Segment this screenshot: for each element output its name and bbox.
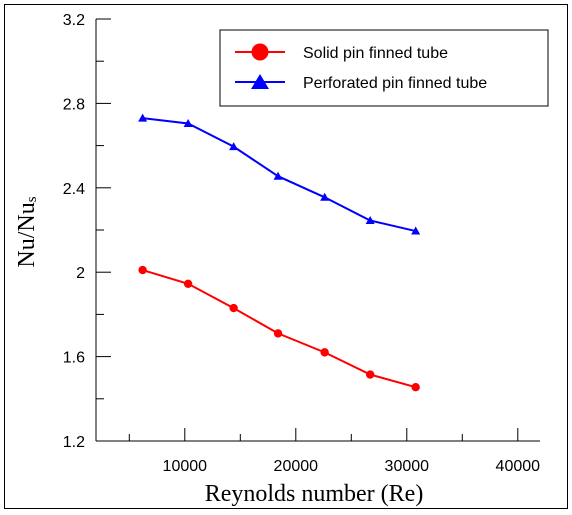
legend-box: [219, 29, 549, 107]
y-axis-title: Nu/Nus: [14, 196, 40, 267]
data-point: [365, 370, 375, 379]
data-point: [320, 192, 330, 201]
data-point: [273, 171, 283, 180]
legend-marker-triangle-icon: [251, 74, 269, 89]
legend-label-perforated: Perforated pin finned tube: [303, 75, 487, 92]
y-tick-label: 2: [76, 265, 85, 282]
data-point: [411, 382, 420, 392]
y-axis-title-subscript: s: [24, 196, 40, 202]
series-line: [142, 269, 416, 389]
data-point: [273, 329, 283, 338]
y-tick-label: 3.2: [63, 12, 85, 29]
y-tick-label: 1.6: [63, 350, 85, 367]
series-solid: [138, 265, 420, 392]
chart-frame: [4, 4, 568, 509]
y-axis-title-main: Nu/Nu: [14, 202, 40, 267]
y-tick-label: 2.4: [63, 181, 85, 198]
x-axis-title: Reynolds number (Re): [205, 481, 424, 507]
x-tick-label: 10000: [163, 458, 208, 475]
data-point: [411, 226, 421, 235]
legend: Solid pin finned tube Perforated pin fin…: [219, 29, 549, 107]
axes: 1.2 1.6 2 2.4 2.8 3.2 10000 20000 30000 40000: [63, 12, 540, 475]
y-tick-label: 2.8: [63, 96, 85, 113]
legend-label-solid: Solid pin finned tube: [303, 45, 448, 62]
data-point: [183, 279, 193, 289]
y-tick-label: 1.2: [63, 434, 85, 451]
x-tick-label: 40000: [496, 458, 541, 475]
data-point: [138, 265, 147, 275]
data-point: [229, 303, 238, 313]
data-point: [320, 348, 329, 357]
legend-marker-circle-icon: [251, 43, 269, 61]
data-point: [229, 142, 239, 151]
x-tick-label: 20000: [274, 458, 319, 475]
data-point: [183, 118, 193, 127]
x-tick-label: 30000: [385, 458, 430, 475]
series-perforated: [138, 113, 421, 235]
data-point: [138, 113, 148, 122]
series-layer: [138, 113, 421, 392]
data-point: [365, 216, 375, 225]
